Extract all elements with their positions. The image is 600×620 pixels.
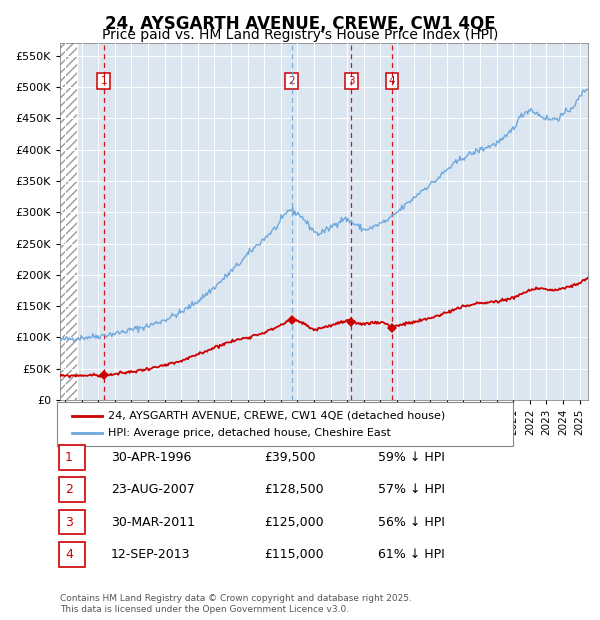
Text: 4: 4 <box>389 76 395 86</box>
Text: 56% ↓ HPI: 56% ↓ HPI <box>378 516 445 528</box>
Text: £125,000: £125,000 <box>264 516 323 528</box>
Text: Price paid vs. HM Land Registry's House Price Index (HPI): Price paid vs. HM Land Registry's House … <box>102 28 498 42</box>
Text: Contains HM Land Registry data © Crown copyright and database right 2025.
This d: Contains HM Land Registry data © Crown c… <box>60 595 412 614</box>
Text: 57% ↓ HPI: 57% ↓ HPI <box>378 484 445 496</box>
Text: 61% ↓ HPI: 61% ↓ HPI <box>378 548 445 560</box>
Text: 30-MAR-2011: 30-MAR-2011 <box>111 516 195 528</box>
Bar <box>60 43 77 400</box>
Text: HPI: Average price, detached house, Cheshire East: HPI: Average price, detached house, Ches… <box>108 428 391 438</box>
Text: 1: 1 <box>100 76 107 86</box>
Text: 1: 1 <box>65 451 73 464</box>
Text: 23-AUG-2007: 23-AUG-2007 <box>111 484 195 496</box>
Text: 59% ↓ HPI: 59% ↓ HPI <box>378 451 445 464</box>
Text: £128,500: £128,500 <box>264 484 323 496</box>
Text: 24, AYSGARTH AVENUE, CREWE, CW1 4QE (detached house): 24, AYSGARTH AVENUE, CREWE, CW1 4QE (det… <box>108 410 445 420</box>
Text: £39,500: £39,500 <box>264 451 316 464</box>
Text: 30-APR-1996: 30-APR-1996 <box>111 451 191 464</box>
Text: 12-SEP-2013: 12-SEP-2013 <box>111 548 191 560</box>
Text: 2: 2 <box>65 484 73 496</box>
Text: 2: 2 <box>289 76 295 86</box>
Text: 4: 4 <box>65 548 73 560</box>
Text: 3: 3 <box>65 516 73 528</box>
Text: 3: 3 <box>348 76 355 86</box>
Text: 24, AYSGARTH AVENUE, CREWE, CW1 4QE: 24, AYSGARTH AVENUE, CREWE, CW1 4QE <box>104 16 496 33</box>
Text: £115,000: £115,000 <box>264 548 323 560</box>
